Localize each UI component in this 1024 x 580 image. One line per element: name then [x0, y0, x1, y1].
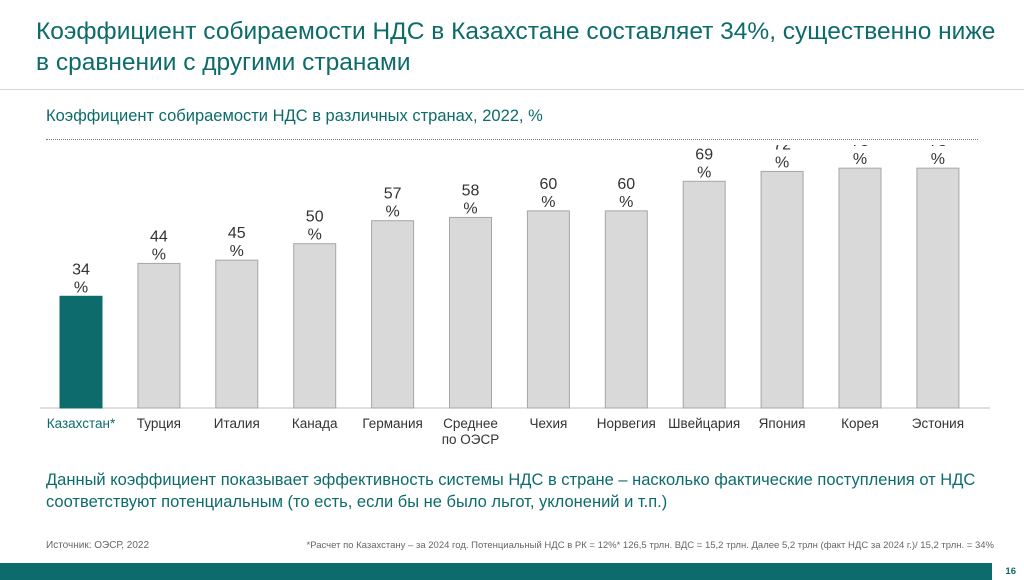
value-unit-4: % — [385, 204, 399, 221]
bar-4 — [371, 220, 415, 409]
calculation-footnote: *Расчет по Казахстану – за 2024 год. Пот… — [306, 540, 994, 551]
value-label-8: 69 — [695, 146, 713, 163]
category-label-8: Швейцария — [668, 416, 740, 431]
category-label-4: Германия — [362, 416, 423, 431]
value-unit-5: % — [463, 200, 477, 217]
bar-8 — [682, 180, 726, 409]
bar-6 — [526, 210, 570, 409]
value-label-6: 60 — [540, 176, 558, 193]
value-label-11: 73 — [929, 145, 947, 150]
bar-10 — [838, 167, 882, 409]
value-unit-10: % — [853, 151, 867, 168]
footer-bar — [0, 563, 992, 580]
value-label-10: 73 — [851, 145, 869, 150]
category-label-6: Чехия — [529, 416, 567, 431]
value-unit-7: % — [619, 194, 633, 211]
value-unit-0: % — [74, 279, 88, 296]
bar-7 — [604, 210, 648, 409]
category-label-11: Эстония — [912, 416, 964, 431]
value-label-0: 34 — [72, 261, 90, 278]
value-label-7: 60 — [617, 176, 635, 193]
value-unit-2: % — [230, 243, 244, 260]
category-label-3: Канада — [292, 416, 338, 431]
category-label-5-line-0: Среднее — [443, 416, 498, 431]
value-labels-group: 34%44%45%50%57%58%60%60%69%72%73%73% — [72, 145, 947, 296]
value-label-2: 45 — [228, 225, 246, 242]
value-unit-3: % — [308, 227, 322, 244]
chart-title-divider — [46, 139, 978, 140]
bar-1 — [137, 262, 181, 409]
category-label-0: Казахстан* — [47, 416, 116, 431]
bar-5 — [449, 216, 492, 409]
category-label-2: Италия — [214, 416, 260, 431]
category-labels-group: Казахстан* Турция Италия Канада Германия Сред… — [47, 416, 964, 447]
value-label-4: 57 — [384, 186, 402, 203]
bar-2 — [215, 259, 259, 409]
value-unit-1: % — [152, 246, 166, 263]
bar-9 — [760, 170, 804, 409]
category-label-10: Корея — [841, 416, 879, 431]
bar-11 — [916, 167, 960, 409]
bar-3 — [293, 243, 337, 409]
page-number: 16 — [1005, 566, 1016, 577]
title-divider — [0, 89, 1024, 90]
category-label-9: Япония — [759, 416, 806, 431]
source-note: Источник: ОЭСР, 2022 — [46, 540, 150, 551]
description-text: Данный коэффициент показывает эффективно… — [46, 471, 976, 511]
value-unit-11: % — [931, 151, 945, 168]
chart-title: Коэффициент собираемости НДС в различных… — [46, 107, 543, 125]
value-unit-6: % — [541, 194, 555, 211]
value-unit-8: % — [697, 164, 711, 181]
category-label-5-line-1: по ОЭСР — [442, 432, 500, 447]
category-label-7: Норвегия — [597, 416, 656, 431]
value-label-1: 44 — [150, 228, 168, 245]
category-label-1: Турция — [137, 416, 181, 431]
value-label-9: 72 — [773, 145, 791, 153]
bar-chart: 34%44%45%50%57%58%60%60%69%72%73%73% Каз… — [40, 145, 990, 447]
slide-title: Коэффициент собираемости НДС в Казахстан… — [36, 18, 996, 76]
bars-group — [59, 167, 960, 409]
value-label-3: 50 — [306, 209, 324, 226]
value-unit-9: % — [775, 154, 789, 171]
bar-0 — [59, 295, 103, 409]
value-label-5: 58 — [462, 182, 480, 199]
